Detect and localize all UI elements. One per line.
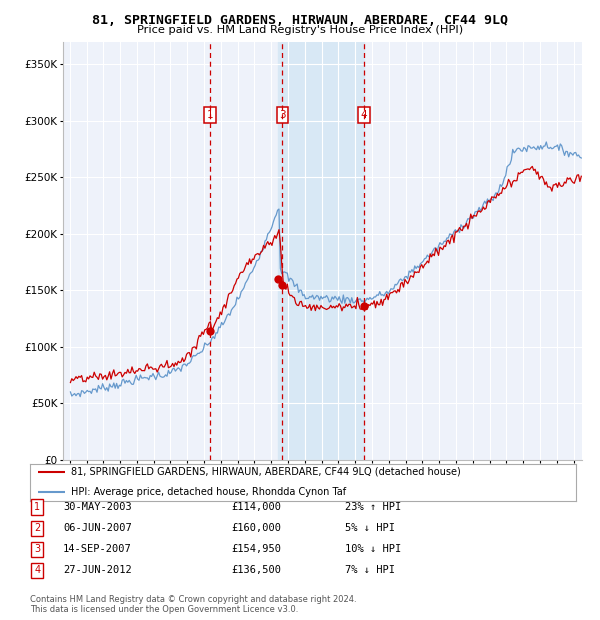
Text: 3: 3: [34, 544, 40, 554]
Text: 10% ↓ HPI: 10% ↓ HPI: [345, 544, 401, 554]
Text: £154,950: £154,950: [231, 544, 281, 554]
Bar: [278, 42, 364, 460]
Text: 3: 3: [279, 110, 286, 120]
Text: 5% ↓ HPI: 5% ↓ HPI: [345, 523, 395, 533]
Text: This data is licensed under the Open Government Licence v3.0.: This data is licensed under the Open Gov…: [30, 604, 298, 614]
Text: £160,000: £160,000: [231, 523, 281, 533]
Text: 1: 1: [206, 110, 213, 120]
Text: Price paid vs. HM Land Registry's House Price Index (HPI): Price paid vs. HM Land Registry's House …: [137, 25, 463, 35]
Text: 06-JUN-2007: 06-JUN-2007: [63, 523, 132, 533]
Text: 1: 1: [34, 502, 40, 512]
Text: 27-JUN-2012: 27-JUN-2012: [63, 565, 132, 575]
Text: 81, SPRINGFIELD GARDENS, HIRWAUN, ABERDARE, CF44 9LQ (detached house): 81, SPRINGFIELD GARDENS, HIRWAUN, ABERDA…: [71, 467, 461, 477]
Text: £136,500: £136,500: [231, 565, 281, 575]
Text: Contains HM Land Registry data © Crown copyright and database right 2024.: Contains HM Land Registry data © Crown c…: [30, 595, 356, 604]
Text: £114,000: £114,000: [231, 502, 281, 512]
Text: 4: 4: [34, 565, 40, 575]
Text: 14-SEP-2007: 14-SEP-2007: [63, 544, 132, 554]
Text: 2: 2: [34, 523, 40, 533]
Text: HPI: Average price, detached house, Rhondda Cynon Taf: HPI: Average price, detached house, Rhon…: [71, 487, 346, 497]
Text: 7% ↓ HPI: 7% ↓ HPI: [345, 565, 395, 575]
Text: 30-MAY-2003: 30-MAY-2003: [63, 502, 132, 512]
Text: 23% ↑ HPI: 23% ↑ HPI: [345, 502, 401, 512]
Text: 4: 4: [361, 110, 367, 120]
Text: 81, SPRINGFIELD GARDENS, HIRWAUN, ABERDARE, CF44 9LQ: 81, SPRINGFIELD GARDENS, HIRWAUN, ABERDA…: [92, 14, 508, 27]
